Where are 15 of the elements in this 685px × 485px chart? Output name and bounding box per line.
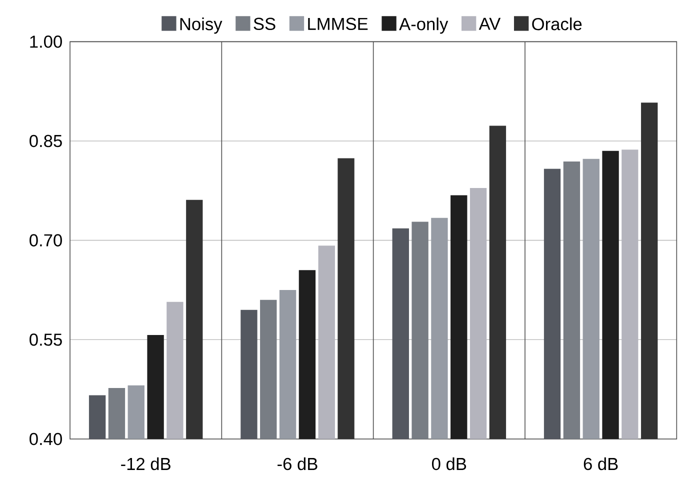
legend-label: LMMSE bbox=[308, 18, 368, 30]
x-tick-label: -6 dB bbox=[278, 457, 318, 470]
legend-label: Oracle bbox=[532, 18, 582, 30]
x-tick-label: 0 dB bbox=[432, 457, 466, 470]
legend-label: A-only bbox=[399, 18, 448, 34]
y-tick-label: 0.55 bbox=[30, 334, 62, 346]
y-tick-label: 0.70 bbox=[30, 234, 62, 246]
y-tick-label: 0.85 bbox=[30, 134, 62, 148]
legend-label: Noisy bbox=[180, 18, 222, 34]
x-tick-label: -12 dB bbox=[121, 457, 170, 470]
x-tick-label: 6 dB bbox=[584, 457, 618, 470]
legend-label: AV bbox=[478, 18, 501, 30]
y-tick-label: 1.00 bbox=[30, 36, 62, 48]
legend-label: SS bbox=[254, 18, 276, 30]
y-tick-label: 0.40 bbox=[30, 432, 62, 446]
